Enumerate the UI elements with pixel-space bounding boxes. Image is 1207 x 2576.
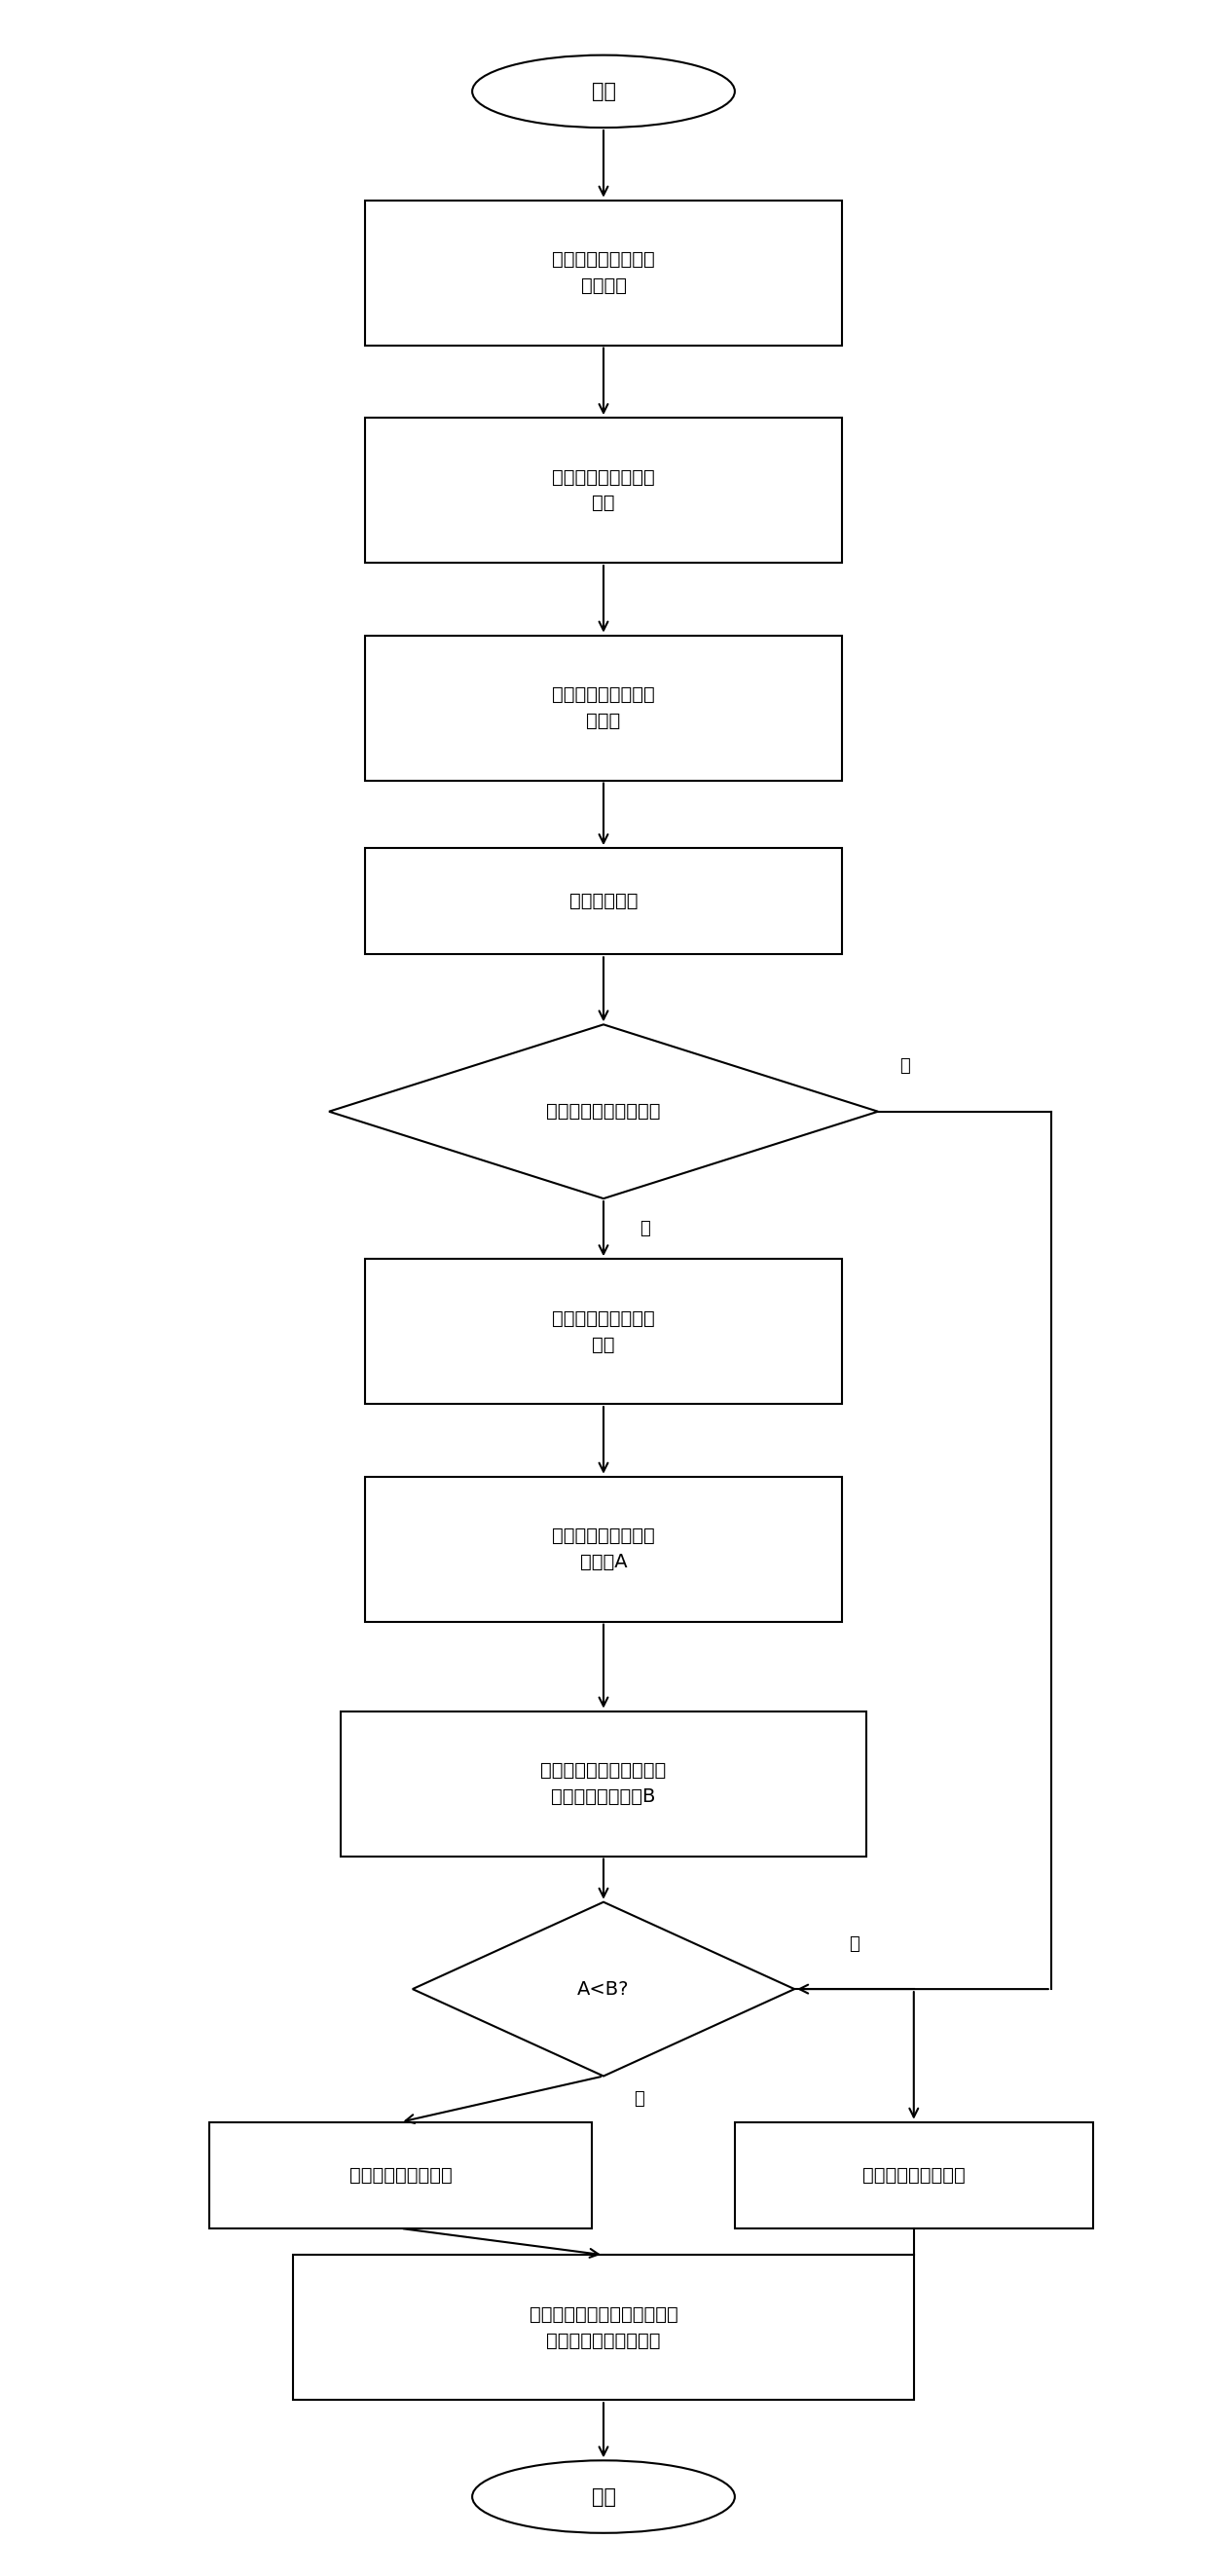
Text: 开始: 开始 [591, 82, 616, 100]
Text: 对检测图像进行霍夫
圆检测: 对检测图像进行霍夫 圆检测 [552, 685, 655, 729]
Text: A<B?: A<B? [577, 1981, 630, 1999]
Polygon shape [330, 1025, 877, 1198]
Ellipse shape [472, 54, 735, 129]
Ellipse shape [472, 2460, 735, 2532]
Text: 记录该圆圆心在相机坐标系下
的坐标及对应的场景流: 记录该圆圆心在相机坐标系下 的坐标及对应的场景流 [529, 2306, 678, 2349]
FancyBboxPatch shape [365, 417, 842, 562]
Polygon shape [413, 1901, 794, 2076]
Text: 计算候选区域外侧的圆环
区域的像素平均值B: 计算候选区域外侧的圆环 区域的像素平均值B [541, 1762, 666, 1806]
Text: 该圆为候选乘客头部
区域: 该圆为候选乘客头部 区域 [552, 1309, 655, 1352]
FancyBboxPatch shape [210, 2123, 591, 2228]
Text: 该圆非乘客头部区域: 该圆非乘客头部区域 [862, 2166, 966, 2184]
Text: 是: 是 [640, 1221, 649, 1236]
Text: 圆半径在阈值范围内？: 圆半径在阈值范围内？ [547, 1103, 660, 1121]
Text: 否: 否 [899, 1059, 910, 1074]
Text: 该圆为乘客头部区域: 该圆为乘客头部区域 [349, 2166, 453, 2184]
FancyBboxPatch shape [735, 2123, 1092, 2228]
FancyBboxPatch shape [293, 2254, 914, 2401]
Text: 结束: 结束 [591, 2486, 616, 2506]
Text: 设置半径阈值: 设置半径阈值 [570, 891, 637, 909]
Text: 获取运动目标区域的
深度图像: 获取运动目标区域的 深度图像 [552, 250, 655, 294]
Text: 计算候选区域的像素
平均值A: 计算候选区域的像素 平均值A [552, 1528, 655, 1571]
FancyBboxPatch shape [365, 848, 842, 953]
Text: 否: 否 [849, 1935, 859, 1953]
Text: 是: 是 [634, 2089, 643, 2107]
FancyBboxPatch shape [365, 636, 842, 781]
FancyBboxPatch shape [340, 1710, 867, 1857]
Text: 阈值化操作获取检测
图像: 阈值化操作获取检测 图像 [552, 469, 655, 513]
FancyBboxPatch shape [365, 1476, 842, 1623]
FancyBboxPatch shape [365, 1260, 842, 1404]
FancyBboxPatch shape [365, 201, 842, 345]
